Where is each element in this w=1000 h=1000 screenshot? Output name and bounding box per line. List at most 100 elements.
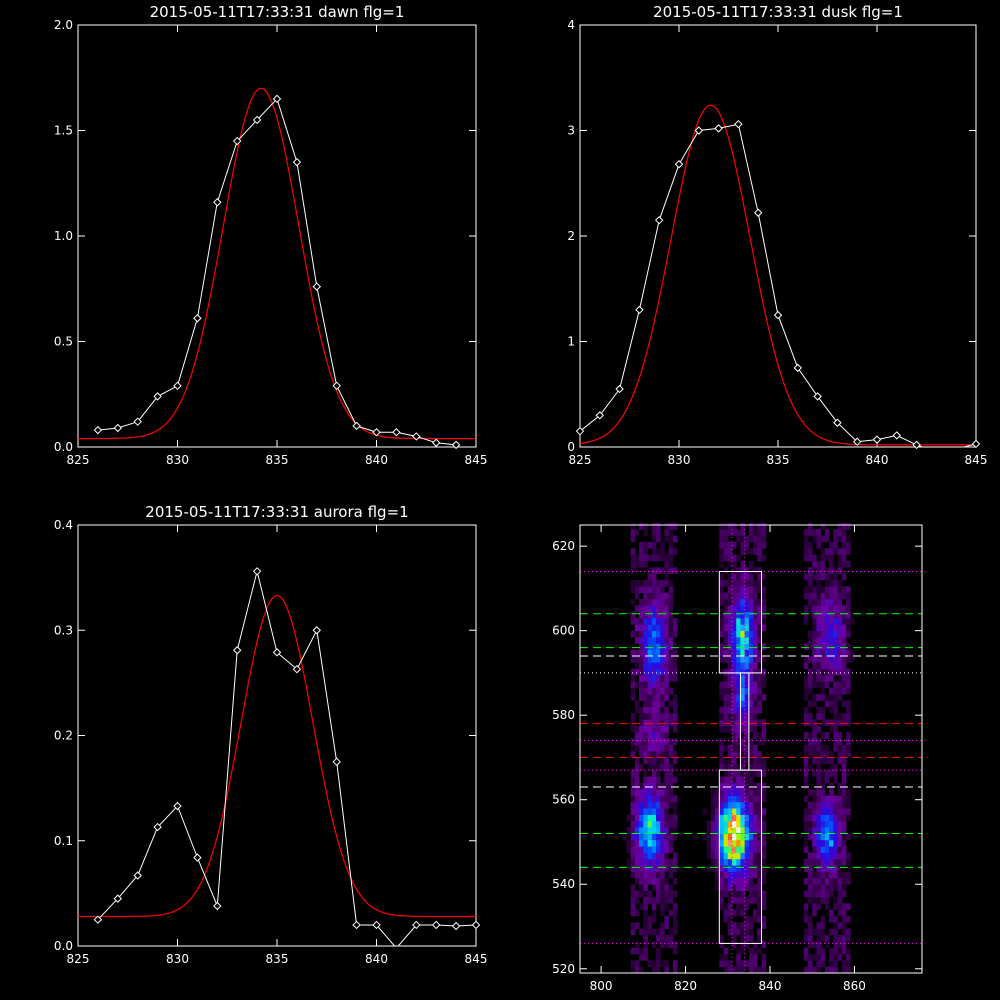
heatmap-cell [846,656,851,663]
heatmap-cell [664,960,669,967]
heatmap-cell [660,839,665,847]
heatmap-cell [833,903,838,910]
heatmap-cell [715,814,720,822]
heatmap-cell [664,694,669,701]
heatmap-cell [651,630,657,638]
heatmap-cell [643,700,648,708]
heatmap-cell [656,795,661,803]
heatmap-cell [630,560,636,568]
heatmap-cell [656,618,661,625]
heatmap-cell [812,567,817,574]
heatmap-cell [824,827,830,834]
heatmap-cell [727,801,733,809]
heatmap-cell [668,560,674,568]
heatmap-cell [719,814,724,822]
heatmap-cell [829,852,834,860]
heatmap-cell [744,706,750,714]
heatmap-cell [816,567,821,574]
heatmap-cell [664,814,669,822]
heatmap-cell [748,618,754,625]
heatmap-cell [630,960,636,967]
data-point-marker [232,646,242,655]
heatmap-cell [803,909,809,917]
heatmap-cell [748,877,754,885]
heatmap-cell [820,814,826,822]
heatmap-cell [744,579,750,587]
heatmap-cell [812,675,817,682]
heatmap-cell [727,966,733,974]
x-tick-label: 840 [759,979,782,993]
heatmap-cell [740,928,745,936]
heatmap-cell [634,789,640,796]
heatmap-cell [816,662,821,670]
heatmap-cell [837,846,843,853]
plot-title: 2015-05-11T17:33:31 dusk flg=1 [653,3,903,21]
heatmap-cell [833,915,838,923]
heatmap-cell [732,744,737,752]
heatmap-cell [816,871,821,879]
heatmap-cell [719,858,724,866]
heatmap-cell [812,757,817,765]
heatmap-cell [719,522,724,530]
heatmap-cell [719,541,724,549]
heatmap-cell [672,713,678,720]
data-point-marker [833,418,842,427]
heatmap-cell [846,877,851,885]
heatmap-cell [829,567,834,574]
heatmap-cell [740,852,745,860]
heatmap-cell [833,656,838,663]
heatmap-cell [820,611,826,619]
heatmap-cell [824,554,830,562]
heatmap-cell [651,649,657,657]
heatmap-cell [753,599,758,606]
heatmap-cell [837,858,843,866]
heatmap-cell [651,846,657,853]
heatmap-cell [668,814,674,822]
heatmap-cell [660,751,665,758]
heatmap-cell [824,896,830,904]
heatmap-cell [736,579,741,587]
heatmap-cell [761,732,767,739]
heatmap-cell [660,852,665,860]
heatmap-cell [736,839,741,847]
heatmap-cell [808,865,813,872]
heatmap-cell [833,763,838,771]
heatmap-cell [808,637,813,644]
heatmap-cell [664,770,669,777]
heatmap-cell [744,668,750,676]
heatmap-cell [664,801,669,809]
heatmap-cell [727,820,733,828]
heatmap-cell [761,770,767,777]
y-tick-label: 1.5 [54,124,73,138]
heatmap-cell [820,839,826,847]
heatmap-cell [643,801,648,809]
heatmap-cell [643,858,648,866]
heatmap-cell [732,567,737,574]
data-point-marker [252,115,262,125]
heatmap-cell [732,865,737,872]
heatmap-cell [647,656,653,663]
x-tick-label: 845 [465,453,488,467]
heatmap-cell [647,694,653,701]
heatmap-cell [664,915,669,923]
heatmap-cell [837,947,843,955]
heatmap-cell [740,618,745,625]
heatmap-cell [837,560,843,568]
data-point-marker [971,439,981,449]
heatmap-cell [664,763,669,771]
heatmap-cell [816,833,821,841]
heatmap-cell [757,770,762,777]
heatmap-cell [647,776,653,784]
heatmap-cell [833,592,838,600]
heatmap-cell [820,668,826,676]
data-point-marker [852,437,862,446]
heatmap-cell [833,624,838,631]
x-tick-label: 830 [166,453,189,467]
heatmap-cell [761,820,767,828]
heatmap-cell [660,618,665,625]
heatmap-cell [732,732,737,739]
heatmap-cell [753,947,758,955]
heatmap-cell [630,599,636,606]
heatmap-cell [630,567,636,574]
heatmap-cell [719,744,724,752]
